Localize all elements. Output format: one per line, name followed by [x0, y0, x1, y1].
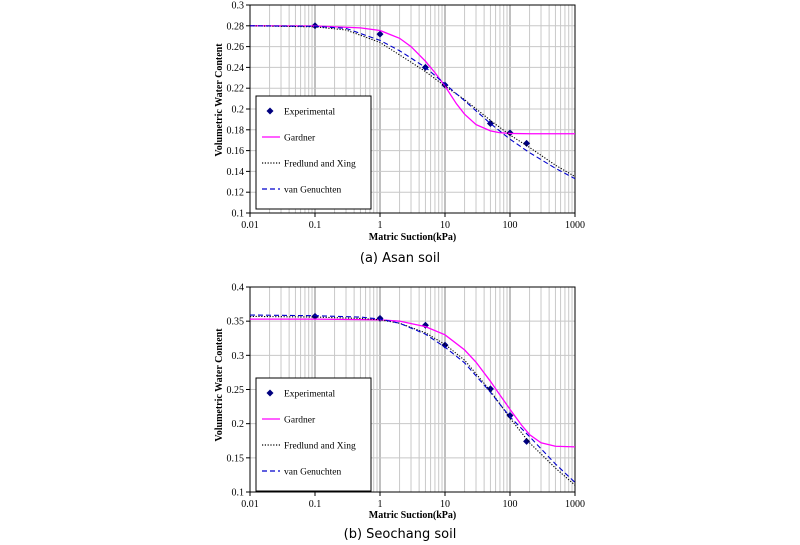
series-line-fredlund-and-xing — [249, 25, 576, 178]
data-point — [523, 139, 531, 147]
plot-frame — [249, 286, 576, 493]
x-tick-label: 1 — [378, 220, 383, 231]
y-tick-label: 0.1 — [232, 209, 245, 220]
x-tick-label: 1 — [378, 499, 383, 510]
x-tick-label: 0.01 — [241, 220, 259, 231]
plot-frame — [249, 4, 576, 214]
figure-caption: (b) Seochang soil — [344, 527, 457, 542]
x-tick-label: 1000 — [565, 499, 585, 510]
y-tick-label: 0.16 — [227, 146, 245, 157]
legend-label: Fredlund and Xing — [284, 160, 356, 170]
y-tick-label: 0.14 — [227, 167, 245, 178]
y-tick-label: 0.2 — [232, 419, 245, 430]
y-tick-label: 0.3 — [232, 1, 245, 12]
data-point — [441, 341, 449, 349]
legend-marker — [266, 389, 274, 397]
legend-label: van Genuchten — [284, 468, 341, 478]
legend-box — [255, 95, 372, 210]
x-tick-label: 100 — [503, 220, 518, 231]
figure-caption: (a) Asan soil — [360, 251, 440, 266]
y-tick-label: 0.22 — [227, 84, 245, 95]
y-tick-label: 0.4 — [232, 283, 245, 294]
x-tick-label: 10 — [440, 220, 450, 231]
y-tick-label: 0.26 — [227, 42, 245, 53]
y-tick-label: 0.25 — [227, 385, 245, 396]
x-tick-label: 0.01 — [241, 499, 259, 510]
series-line-gardner — [250, 318, 576, 448]
chart-seochang: 0.10.150.20.250.30.350.40.01 0.1 1 10 100 100… — [214, 283, 585, 543]
x-axis-label: Matric Suction(kPa) — [369, 232, 457, 243]
y-tick-label: 0.3 — [232, 351, 245, 362]
data-point — [376, 30, 384, 38]
y-tick-label: 0.2 — [232, 105, 245, 116]
data-point — [311, 312, 319, 320]
legend-label: Gardner — [284, 134, 316, 144]
y-axis-label: Volumetric Water Content — [214, 328, 225, 442]
legend-marker — [266, 107, 274, 115]
y-tick-label: 0.28 — [227, 21, 245, 32]
legend-label: van Genuchten — [284, 186, 341, 196]
x-tick-label: 100 — [503, 499, 518, 510]
chart-asan: 0.1 0.12 0.14 0.16 0.18 0.2 0.22 0.24 0.26 0.28 0.… — [214, 1, 585, 267]
data-point — [486, 385, 494, 393]
series-line-van-genuchten — [249, 314, 576, 483]
y-tick-label: 0.12 — [227, 188, 245, 199]
y-tick-label: 0.1 — [232, 488, 245, 499]
series-line-fredlund-and-xing — [249, 315, 576, 486]
legend-label: Gardner — [284, 416, 316, 426]
x-tick-label: 1000 — [565, 220, 585, 231]
y-tick-label: 0.15 — [227, 453, 245, 464]
data-point — [523, 437, 531, 445]
y-tick-label: 0.18 — [227, 125, 245, 136]
x-axis-label: Matric Suction(kPa) — [369, 510, 457, 521]
x-tick-label: 0.1 — [309, 220, 322, 231]
legend-label: Experimental — [284, 390, 336, 400]
x-tick-label: 10 — [440, 499, 450, 510]
y-axis-label: Volumetric Water Content — [214, 43, 225, 157]
legend-label: Fredlund and Xing — [284, 442, 356, 452]
y-tick-label: 0.24 — [227, 63, 245, 74]
x-tick-label: 0.1 — [309, 499, 322, 510]
y-tick-label: 0.35 — [227, 317, 245, 328]
legend-box — [255, 377, 372, 492]
data-point — [506, 411, 514, 419]
legend-label: Experimental — [284, 108, 336, 118]
series-line-van-genuchten — [249, 25, 576, 180]
